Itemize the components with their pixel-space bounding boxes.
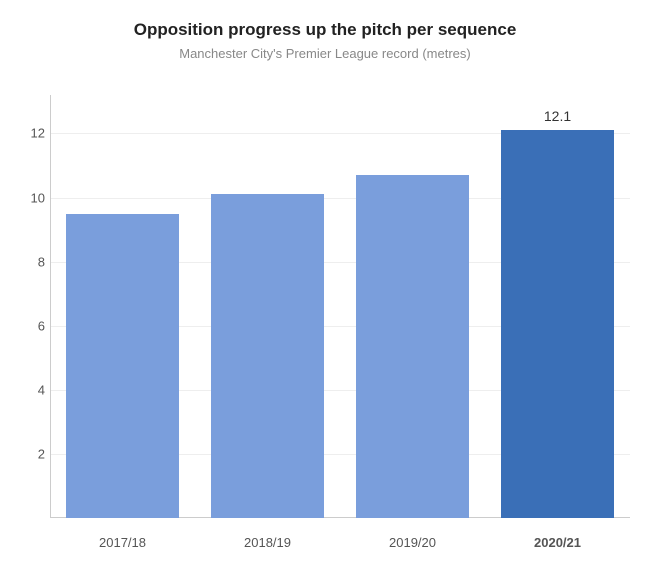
bars-group: 12.1 (50, 95, 630, 518)
x-axis-labels: 2017/182018/192019/202020/21 (50, 535, 630, 550)
plot-area: 24681012 12.1 (50, 95, 630, 518)
bar-group: 12.1 (485, 95, 630, 518)
chart-subtitle: Manchester City's Premier League record … (10, 46, 640, 61)
bar-group (50, 95, 195, 518)
bar (356, 175, 469, 518)
bar-group (195, 95, 340, 518)
y-axis-label: 10 (20, 190, 45, 205)
y-axis-label: 12 (20, 126, 45, 141)
x-axis-label: 2020/21 (485, 535, 630, 550)
bar-value-label: 12.1 (501, 108, 614, 124)
x-axis-label: 2018/19 (195, 535, 340, 550)
bar (66, 214, 179, 518)
bar (211, 194, 324, 518)
y-axis-label: 8 (20, 254, 45, 269)
y-axis-label: 6 (20, 318, 45, 333)
x-axis-label: 2019/20 (340, 535, 485, 550)
bar: 12.1 (501, 130, 614, 518)
chart-title: Opposition progress up the pitch per seq… (10, 20, 640, 40)
chart-container: Opposition progress up the pitch per seq… (0, 0, 650, 568)
y-axis-label: 4 (20, 382, 45, 397)
bar-group (340, 95, 485, 518)
y-axis-label: 2 (20, 446, 45, 461)
x-axis-label: 2017/18 (50, 535, 195, 550)
